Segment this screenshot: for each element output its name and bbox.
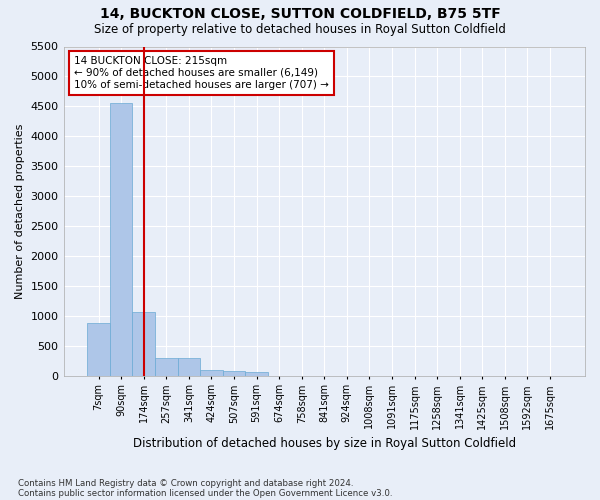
- Text: Contains HM Land Registry data © Crown copyright and database right 2024.: Contains HM Land Registry data © Crown c…: [18, 478, 353, 488]
- Text: 14 BUCKTON CLOSE: 215sqm
← 90% of detached houses are smaller (6,149)
10% of sem: 14 BUCKTON CLOSE: 215sqm ← 90% of detach…: [74, 56, 329, 90]
- Y-axis label: Number of detached properties: Number of detached properties: [15, 124, 25, 298]
- Bar: [245, 372, 268, 376]
- Bar: [110, 102, 133, 376]
- Bar: [223, 371, 245, 376]
- Bar: [133, 312, 155, 376]
- Bar: [200, 370, 223, 376]
- Bar: [87, 323, 110, 376]
- X-axis label: Distribution of detached houses by size in Royal Sutton Coldfield: Distribution of detached houses by size …: [133, 437, 516, 450]
- Text: Size of property relative to detached houses in Royal Sutton Coldfield: Size of property relative to detached ho…: [94, 22, 506, 36]
- Bar: [178, 358, 200, 376]
- Bar: [155, 358, 178, 376]
- Text: 14, BUCKTON CLOSE, SUTTON COLDFIELD, B75 5TF: 14, BUCKTON CLOSE, SUTTON COLDFIELD, B75…: [100, 8, 500, 22]
- Text: Contains public sector information licensed under the Open Government Licence v3: Contains public sector information licen…: [18, 488, 392, 498]
